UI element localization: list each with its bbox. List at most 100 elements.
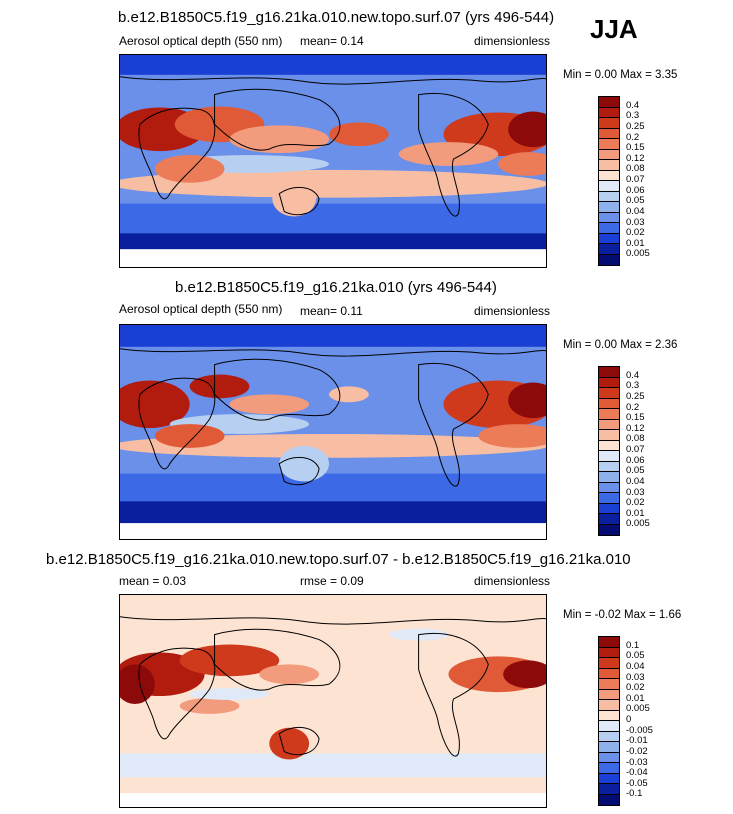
colorbar-label: 0.005 bbox=[626, 248, 650, 260]
colorbar-swatch bbox=[599, 710, 619, 721]
colorbar-swatch bbox=[599, 440, 619, 451]
colorbar-label: 0.04 bbox=[626, 205, 645, 217]
colorbar-label: 0.01 bbox=[626, 507, 645, 519]
colorbar-swatch bbox=[599, 419, 619, 430]
colorbar-label: 0.4 bbox=[626, 99, 640, 111]
panel2-title: b.e12.B1850C5.f19_g16.21ka.010 (yrs 496-… bbox=[175, 279, 497, 296]
colorbar-label: 0.02 bbox=[626, 682, 645, 694]
colorbar-label: -0.04 bbox=[626, 767, 648, 779]
colorbar-label: 0.2 bbox=[626, 401, 640, 413]
colorbar-swatch bbox=[599, 409, 619, 420]
colorbar-label: -0.1 bbox=[626, 788, 643, 800]
colorbar-label: 0.04 bbox=[626, 660, 645, 672]
panel3-units: dimensionless bbox=[474, 574, 551, 588]
colorbar-swatch bbox=[599, 377, 619, 388]
colorbar-swatch bbox=[599, 107, 619, 118]
colorbar-swatch bbox=[599, 170, 619, 181]
colorbar-label: 0.12 bbox=[626, 152, 645, 164]
colorbar-swatch bbox=[599, 689, 619, 700]
colorbar-swatch bbox=[599, 461, 619, 472]
colorbar-swatch bbox=[599, 482, 619, 493]
colorbar-swatch bbox=[599, 202, 619, 213]
colorbar-label: 0.3 bbox=[626, 110, 640, 122]
panel1-map bbox=[119, 54, 547, 268]
colorbar-swatch bbox=[599, 128, 619, 139]
colorbar-label: 0.005 bbox=[626, 703, 650, 715]
colorbar-swatch bbox=[599, 118, 619, 129]
colorbar-swatch bbox=[599, 472, 619, 483]
colorbar-swatch bbox=[599, 430, 619, 441]
colorbar-label: 0.06 bbox=[626, 184, 645, 196]
colorbar-swatch bbox=[599, 784, 619, 795]
colorbar-label: 0.01 bbox=[626, 692, 645, 704]
colorbar-label: 0.02 bbox=[626, 227, 645, 239]
colorbar-swatch bbox=[599, 97, 619, 108]
colorbar-swatch bbox=[599, 254, 619, 265]
colorbar-label: 0.01 bbox=[626, 237, 645, 249]
panel1-mean: mean= 0.14 bbox=[300, 34, 364, 48]
colorbar-label: -0.05 bbox=[626, 777, 648, 789]
colorbar-label: 0.15 bbox=[626, 412, 645, 424]
colorbar-label: -0.03 bbox=[626, 756, 648, 768]
panel2-colorbar bbox=[598, 366, 620, 536]
colorbar-label: 0.03 bbox=[626, 216, 645, 228]
colorbar-swatch bbox=[599, 191, 619, 202]
colorbar-swatch bbox=[599, 493, 619, 504]
colorbar-swatch bbox=[599, 139, 619, 150]
panel3-rmse: rmse = 0.09 bbox=[300, 574, 364, 588]
panel2-units: dimensionless bbox=[474, 304, 551, 318]
colorbar-swatch bbox=[599, 637, 619, 648]
colorbar-label: 0.02 bbox=[626, 497, 645, 509]
panel1-units: dimensionless bbox=[474, 34, 551, 48]
colorbar-label: 0.1 bbox=[626, 639, 640, 651]
colorbar-swatch bbox=[599, 233, 619, 244]
colorbar-label: 0.08 bbox=[626, 163, 645, 175]
colorbar-label: 0.15 bbox=[626, 142, 645, 154]
colorbar-swatch bbox=[599, 658, 619, 669]
colorbar-swatch bbox=[599, 773, 619, 784]
colorbar-label: 0.03 bbox=[626, 671, 645, 683]
colorbar-swatch bbox=[599, 514, 619, 525]
panel3-map bbox=[119, 594, 547, 808]
panel2-minmax: Min = 0.00 Max = 2.36 bbox=[563, 339, 678, 351]
colorbar-label: 0.07 bbox=[626, 444, 645, 455]
colorbar-label: 0.06 bbox=[626, 454, 645, 466]
colorbar-swatch bbox=[599, 503, 619, 514]
colorbar-label: 0.05 bbox=[626, 195, 645, 207]
colorbar-label: 0.08 bbox=[626, 433, 645, 445]
colorbar-label: 0.25 bbox=[626, 390, 645, 402]
colorbar-swatch bbox=[599, 700, 619, 711]
colorbar-swatch bbox=[599, 647, 619, 658]
colorbar-swatch bbox=[599, 244, 619, 255]
colorbar-label: 0.005 bbox=[626, 518, 650, 530]
colorbar-label: 0.4 bbox=[626, 369, 640, 381]
panel3-mean: mean = 0.03 bbox=[119, 574, 187, 588]
colorbar-swatch bbox=[599, 524, 619, 535]
colorbar-label: 0.04 bbox=[626, 475, 645, 487]
colorbar-label: 0 bbox=[626, 714, 632, 725]
colorbar-label: 0.2 bbox=[626, 131, 640, 143]
colorbar-swatch bbox=[599, 668, 619, 679]
colorbar-swatch bbox=[599, 398, 619, 409]
colorbar-swatch bbox=[599, 451, 619, 462]
colorbar-swatch bbox=[599, 731, 619, 742]
colorbar-label: 0.05 bbox=[626, 465, 645, 477]
panel1-variable: Aerosol optical depth (550 nm) bbox=[119, 34, 283, 48]
colorbar-swatch bbox=[599, 223, 619, 234]
panel2-variable: Aerosol optical depth (550 nm) bbox=[119, 302, 283, 316]
colorbar-swatch bbox=[599, 721, 619, 732]
panel1-minmax: Min = 0.00 Max = 3.35 bbox=[563, 69, 678, 81]
colorbar-swatch bbox=[599, 794, 619, 805]
panel2-mean: mean= 0.11 bbox=[300, 304, 363, 318]
colorbar-swatch bbox=[599, 149, 619, 160]
colorbar-swatch bbox=[599, 181, 619, 192]
panel3-minmax: Min = -0.02 Max = 1.66 bbox=[563, 609, 682, 621]
colorbar-label: 0.25 bbox=[626, 120, 645, 132]
season-label: JJA bbox=[590, 14, 638, 44]
colorbar-label: 0.12 bbox=[626, 422, 645, 434]
colorbar-label: 0.3 bbox=[626, 380, 640, 392]
colorbar-label: 0.05 bbox=[626, 650, 645, 662]
colorbar-swatch bbox=[599, 679, 619, 690]
colorbar-swatch bbox=[599, 763, 619, 774]
panel3-title: b.e12.B1850C5.f19_g16.21ka.010.new.topo.… bbox=[46, 551, 631, 568]
